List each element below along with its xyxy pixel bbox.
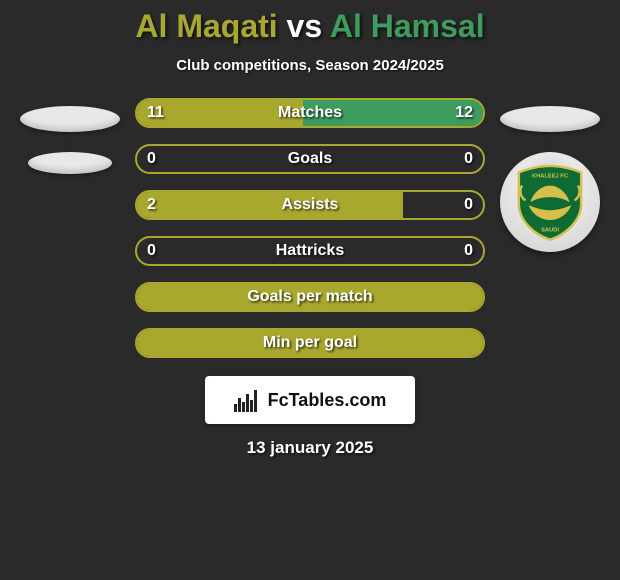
stat-bar-fill-left — [137, 330, 483, 356]
vs-text: vs — [287, 8, 323, 44]
comparison-card: Al Maqati vs Al Hamsal Club competitions… — [0, 0, 620, 580]
stat-bar-track — [135, 98, 485, 128]
stat-bar-track — [135, 190, 485, 220]
main-row: Matches1112 Goals00 Assists20 Hattricks00 Go… — [0, 98, 620, 358]
left-side — [15, 98, 125, 174]
stat-row: Hattricks00 — [135, 236, 485, 266]
stat-bar-gap — [403, 192, 483, 218]
stat-bar-fill-left — [137, 100, 303, 126]
player1-club-placeholder — [28, 152, 112, 174]
stat-row: Matches1112 — [135, 98, 485, 128]
date-text: 13 january 2025 — [247, 438, 374, 458]
stat-bar-fill-left — [137, 192, 403, 218]
badge-text-bottom: SAUDI — [541, 228, 559, 234]
fctables-logo-icon — [234, 388, 262, 412]
page-title: Al Maqati vs Al Hamsal — [135, 8, 484, 45]
player2-photo-placeholder — [500, 106, 600, 132]
source-badge: FcTables.com — [205, 376, 415, 424]
player2-club-badge: KHALEEJ FC SAUDI — [500, 152, 600, 252]
stat-bar-track — [135, 282, 485, 312]
stat-bars: Matches1112 Goals00 Assists20 Hattricks00 Go… — [135, 98, 485, 358]
badge-text-top: KHALEEJ FC — [532, 173, 568, 179]
stat-bar-track — [135, 144, 485, 174]
stat-bar-track — [135, 236, 485, 266]
player1-name: Al Maqati — [135, 8, 277, 44]
player2-name: Al Hamsal — [330, 8, 485, 44]
stat-bar-track — [135, 328, 485, 358]
stat-bar-fill-right — [303, 100, 483, 126]
stat-row: Min per goal — [135, 328, 485, 358]
stat-bar-gap — [137, 146, 483, 172]
stat-bar-gap — [137, 238, 483, 264]
source-text: FcTables.com — [268, 390, 387, 411]
stat-bar-fill-left — [137, 284, 483, 310]
player1-photo-placeholder — [20, 106, 120, 132]
stat-row: Goals00 — [135, 144, 485, 174]
stat-row: Goals per match — [135, 282, 485, 312]
club-badge-icon: KHALEEJ FC SAUDI — [509, 161, 591, 243]
right-side: KHALEEJ FC SAUDI — [495, 98, 605, 252]
stat-row: Assists20 — [135, 190, 485, 220]
subtitle: Club competitions, Season 2024/2025 — [176, 57, 444, 74]
